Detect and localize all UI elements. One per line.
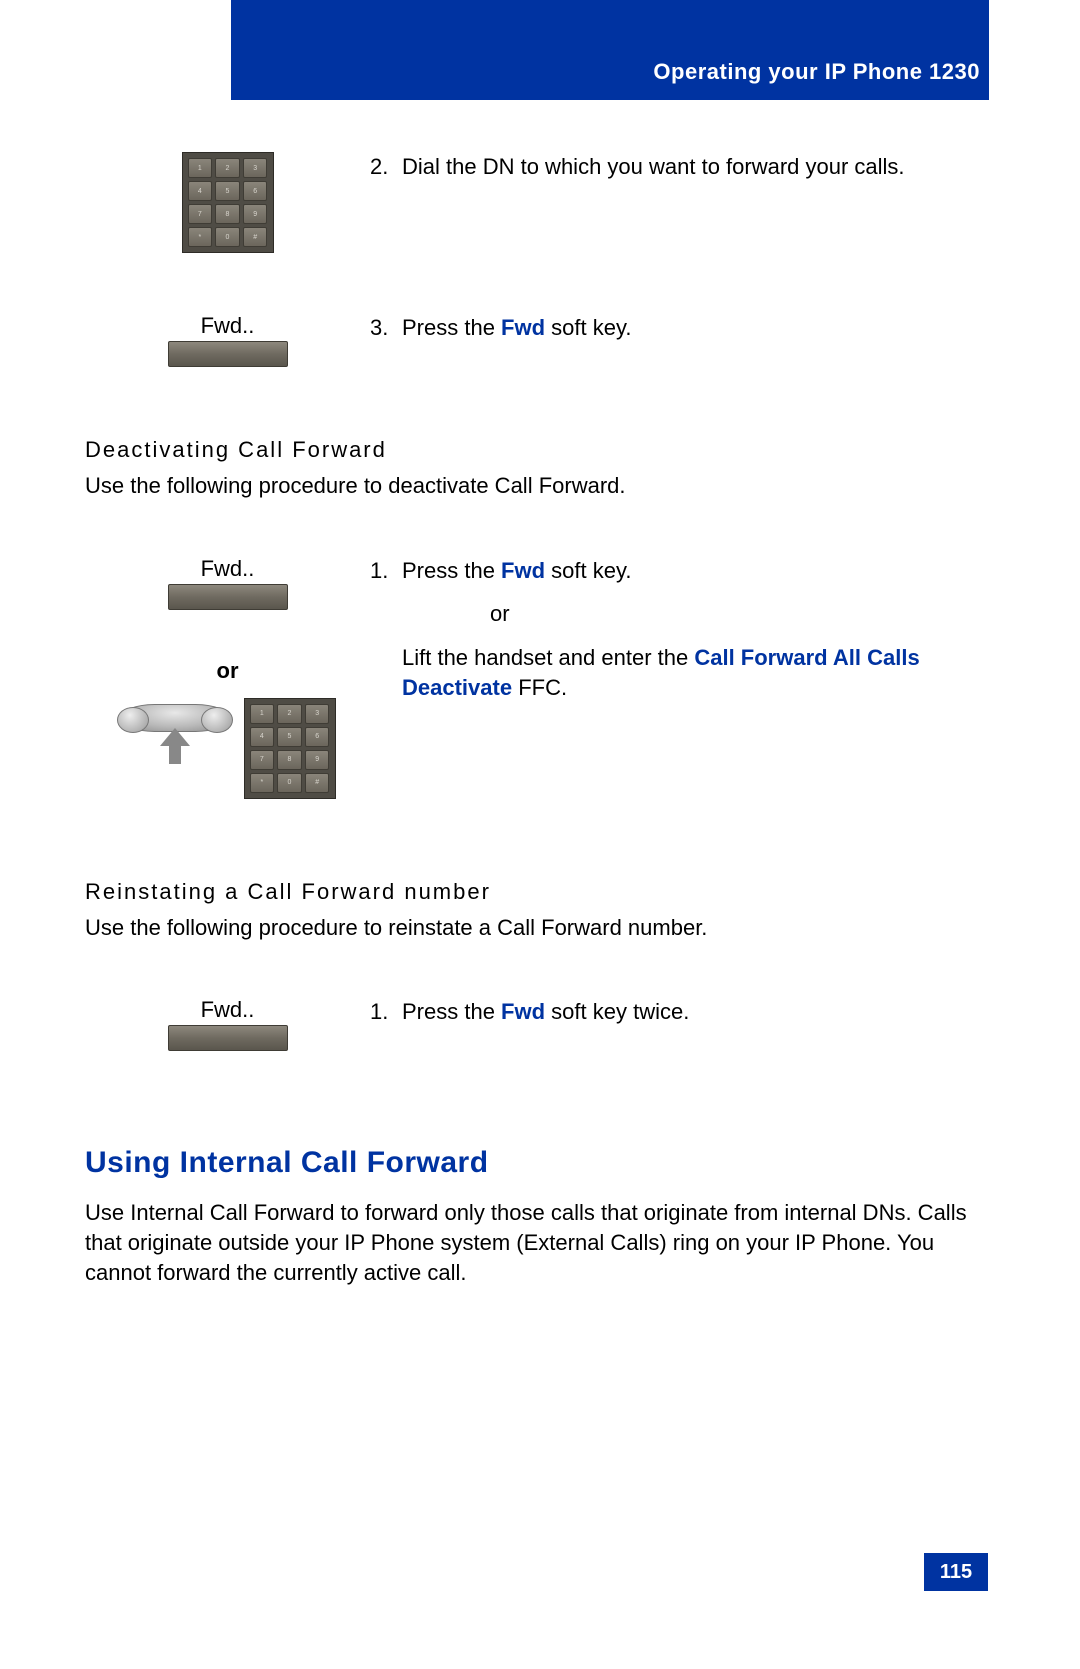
deactivating-section: Deactivating Call Forward Use the follow… [85,437,995,501]
text-frag: Press the [402,315,501,340]
key: 3 [243,158,268,178]
softkey-label: Fwd.. [201,313,255,339]
key: 9 [305,750,330,770]
reinst-visual: Fwd.. [85,997,370,1051]
softkey-button-icon [168,584,288,610]
softkey-label: Fwd.. [201,556,255,582]
step-2-row: 1 2 3 4 5 6 7 8 9 * 0 # 2. Dial the DN t… [85,152,995,253]
step-3-text: 3. Press the Fwd soft key. [370,313,995,343]
handset-icon [120,698,230,768]
key: 9 [243,204,268,224]
reinst-step1-text: 1. Press the Fwd soft key twice. [370,997,995,1027]
text-frag: FFC. [512,675,567,700]
step-body: Lift the handset and enter the Call Forw… [402,643,995,702]
step-spacer [370,643,402,702]
step-number: 3. [370,313,402,343]
reinstating-section: Reinstating a Call Forward number Use th… [85,879,995,943]
step-number: 2. [370,152,402,182]
key: 2 [215,158,240,178]
key: 1 [188,158,213,178]
key: 3 [305,704,330,724]
softkey-button-icon [168,341,288,367]
handset-keypad-row: 1 2 3 4 5 6 7 8 9 * 0 # [120,698,336,799]
text-frag: Lift the handset and enter the [402,645,694,670]
reinst-step1-row: Fwd.. 1. Press the Fwd soft key twice. [85,997,995,1051]
key: * [250,773,275,793]
key: 8 [215,204,240,224]
step-number: 1. [370,556,402,586]
key: 1 [250,704,275,724]
softkey-button-icon [168,1025,288,1051]
internal-call-forward-section: Using Internal Call Forward Use Internal… [85,1146,995,1287]
key: 6 [243,181,268,201]
key: 2 [277,704,302,724]
section-title: Using Internal Call Forward [85,1146,995,1180]
step-number: 1. [370,997,402,1027]
keypad-icon: 1 2 3 4 5 6 7 8 9 * 0 # [182,152,274,253]
deact-step1-row: Fwd.. or 1 2 3 4 5 6 7 8 9 * [85,556,995,799]
fwd-keyword: Fwd [501,999,545,1024]
header-title: Operating your IP Phone 1230 [653,59,980,85]
page-content: 1 2 3 4 5 6 7 8 9 * 0 # 2. Dial the DN t… [85,100,995,1287]
header-blue-bar [231,0,989,100]
step-3-visual: Fwd.. [85,313,370,367]
text-frag: Press the [402,558,501,583]
step-2-visual: 1 2 3 4 5 6 7 8 9 * 0 # [85,152,370,253]
subsection-desc: Use the following procedure to deactivat… [85,471,995,501]
key: 0 [277,773,302,793]
or-inline: or [370,599,510,629]
softkey-label: Fwd.. [201,997,255,1023]
key: 6 [305,727,330,747]
deact-visual: Fwd.. or 1 2 3 4 5 6 7 8 9 * [85,556,370,799]
key: 5 [215,181,240,201]
step-body: Press the Fwd soft key. [402,313,995,343]
text-frag: soft key. [545,315,631,340]
subsection-desc: Use the following procedure to reinstate… [85,913,995,943]
key: # [305,773,330,793]
key: 7 [250,750,275,770]
fwd-keyword: Fwd [501,558,545,583]
step-body: Dial the DN to which you want to forward… [402,152,995,182]
key: 4 [188,181,213,201]
text-frag: soft key twice. [545,999,689,1024]
subsection-title: Reinstating a Call Forward number [85,879,995,905]
key: 0 [215,227,240,247]
key: 5 [277,727,302,747]
step-body: Press the Fwd soft key twice. [402,997,995,1027]
fwd-keyword: Fwd [501,315,545,340]
step-3-row: Fwd.. 3. Press the Fwd soft key. [85,313,995,367]
key: 7 [188,204,213,224]
subsection-title: Deactivating Call Forward [85,437,995,463]
step-2-text: 2. Dial the DN to which you want to forw… [370,152,995,182]
keypad-icon: 1 2 3 4 5 6 7 8 9 * 0 # [244,698,336,799]
step-body: Press the Fwd soft key. [402,556,631,586]
section-body: Use Internal Call Forward to forward onl… [85,1198,995,1287]
key: * [188,227,213,247]
text-frag: soft key. [545,558,631,583]
page-number: 115 [924,1553,988,1591]
text-frag: Press the [402,999,501,1024]
key: 8 [277,750,302,770]
key: # [243,227,268,247]
key: 4 [250,727,275,747]
or-label: or [217,658,239,684]
deact-step1-text: 1. Press the Fwd soft key. or Lift the h… [370,556,995,703]
